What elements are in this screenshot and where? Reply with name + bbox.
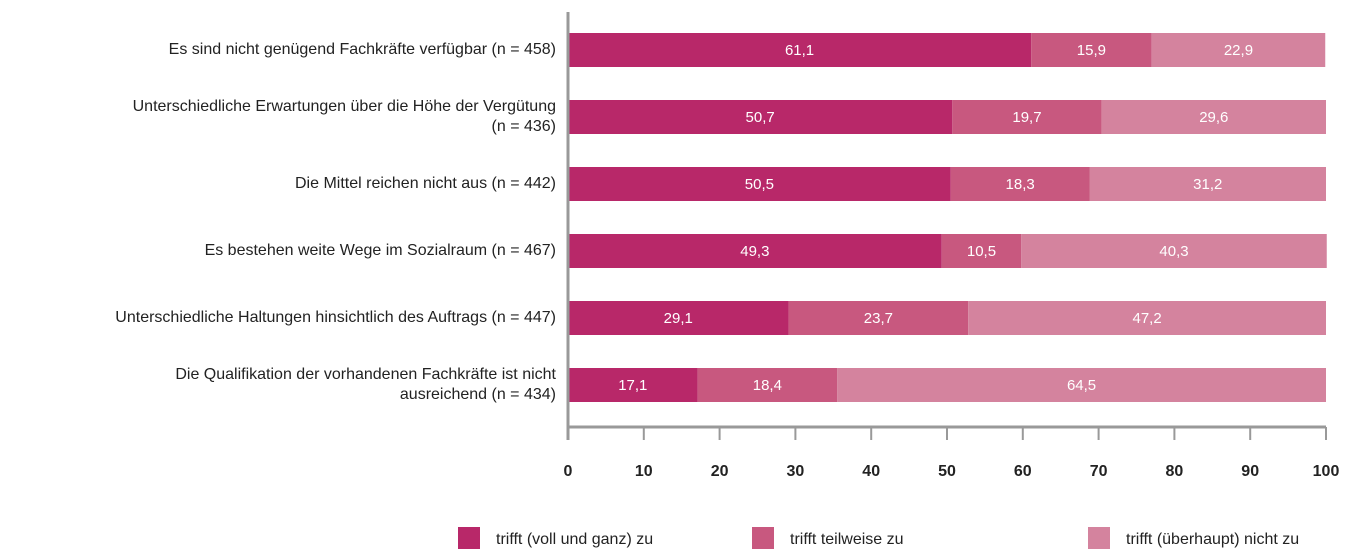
value-label: 18,4 bbox=[753, 377, 782, 394]
value-label: 29,6 bbox=[1199, 109, 1228, 126]
x-tick-label: 80 bbox=[1166, 463, 1184, 480]
bar-segment bbox=[1021, 234, 1327, 268]
x-tick-label: 90 bbox=[1241, 463, 1259, 480]
bar-segment bbox=[568, 234, 942, 268]
category-label: Die Qualifikation der vorhandenen Fachkr… bbox=[175, 366, 556, 403]
bar-segment bbox=[788, 301, 969, 335]
value-label: 64,5 bbox=[1067, 377, 1096, 394]
value-label: 17,1 bbox=[618, 377, 647, 394]
bar-segment bbox=[968, 301, 1326, 335]
bar-segment bbox=[1101, 100, 1326, 134]
value-label: 19,7 bbox=[1012, 109, 1041, 126]
category-label: Unterschiedliche Haltungen hinsichtlich … bbox=[115, 309, 556, 326]
x-tick-label: 40 bbox=[862, 463, 880, 480]
value-label: 10,5 bbox=[967, 243, 996, 260]
bar-segment bbox=[697, 368, 838, 402]
legend-swatch bbox=[752, 527, 774, 549]
x-tick-label: 70 bbox=[1090, 463, 1108, 480]
x-tick-label: 50 bbox=[938, 463, 956, 480]
bar-segment bbox=[568, 301, 789, 335]
bar-segment bbox=[952, 100, 1102, 134]
legend-swatch bbox=[458, 527, 480, 549]
bar-segment bbox=[950, 167, 1090, 201]
x-tick-label: 10 bbox=[635, 463, 653, 480]
value-label: 31,2 bbox=[1193, 176, 1222, 193]
value-label: 15,9 bbox=[1077, 42, 1106, 59]
legend-label: trifft (überhaupt) nicht zu bbox=[1126, 531, 1299, 548]
value-label: 50,5 bbox=[745, 176, 774, 193]
x-tick-label: 100 bbox=[1313, 463, 1340, 480]
bar-segment bbox=[568, 33, 1032, 67]
legend-label: trifft teilweise zu bbox=[790, 531, 904, 548]
value-label: 18,3 bbox=[1006, 176, 1035, 193]
bar-segment bbox=[941, 234, 1022, 268]
bar-segment bbox=[568, 100, 953, 134]
x-tick-label: 20 bbox=[711, 463, 729, 480]
legend-swatch bbox=[1088, 527, 1110, 549]
x-tick-label: 60 bbox=[1014, 463, 1032, 480]
category-label: Es sind nicht genügend Fachkräfte verfüg… bbox=[168, 41, 556, 58]
value-label: 49,3 bbox=[740, 243, 769, 260]
value-label: 47,2 bbox=[1133, 310, 1162, 327]
bar-segment bbox=[837, 368, 1326, 402]
value-label: 61,1 bbox=[785, 42, 814, 59]
bar-segment bbox=[1151, 33, 1326, 67]
x-tick-label: 30 bbox=[787, 463, 805, 480]
bar-segment bbox=[1031, 33, 1152, 67]
x-tick-label: 0 bbox=[564, 463, 573, 480]
legend-label: trifft (voll und ganz) zu bbox=[496, 531, 653, 548]
value-label: 23,7 bbox=[864, 310, 893, 327]
value-label: 29,1 bbox=[664, 310, 693, 327]
bar-segment bbox=[568, 368, 698, 402]
bar-segment bbox=[568, 167, 951, 201]
value-label: 22,9 bbox=[1224, 42, 1253, 59]
value-label: 40,3 bbox=[1159, 243, 1188, 260]
category-label: Es bestehen weite Wege im Sozialraum (n … bbox=[204, 242, 556, 259]
value-label: 50,7 bbox=[746, 109, 775, 126]
bar-segment bbox=[1089, 167, 1326, 201]
category-label: Die Mittel reichen nicht aus (n = 442) bbox=[294, 175, 556, 192]
category-label: Unterschiedliche Erwartungen über die Hö… bbox=[132, 98, 556, 135]
